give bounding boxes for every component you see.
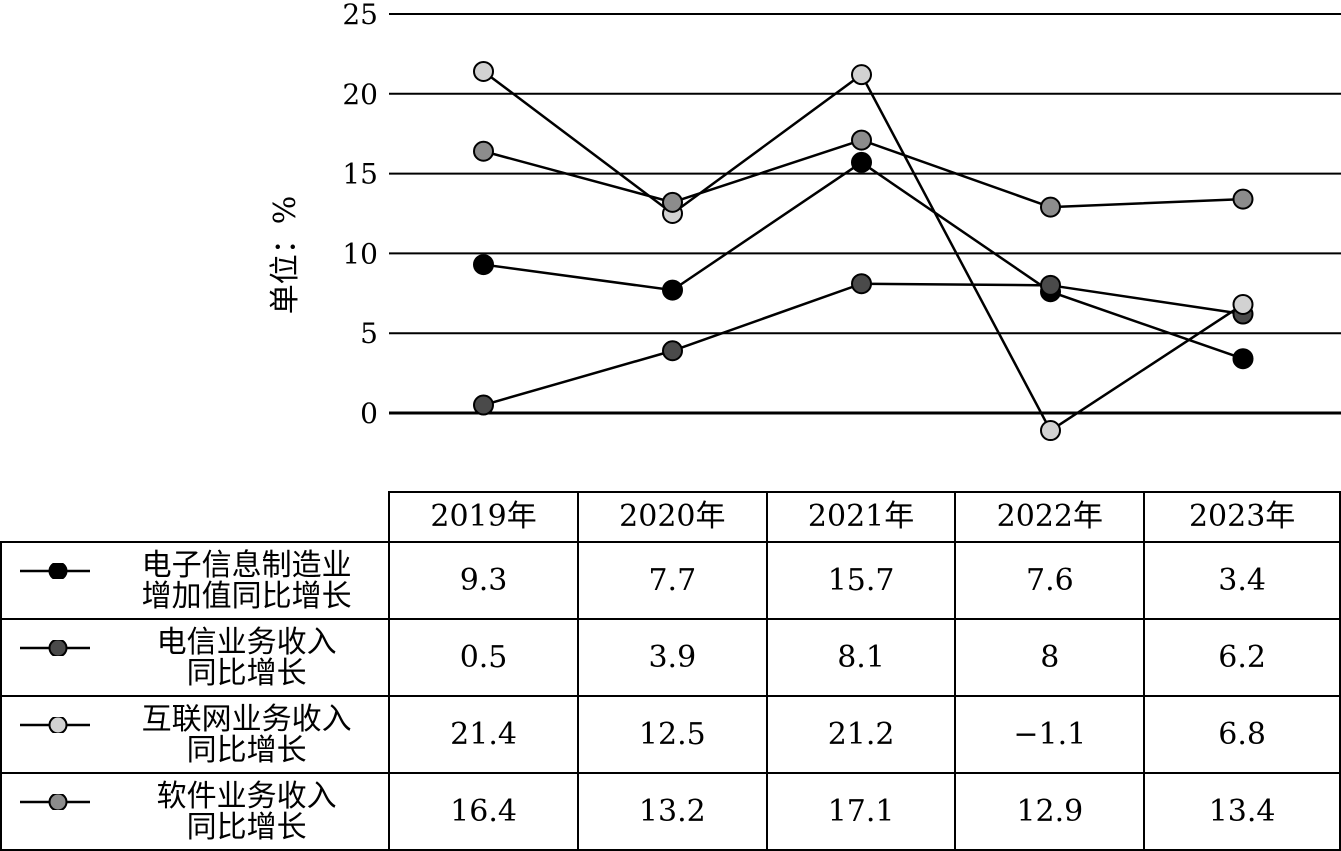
- legend-entry: 电信业务收入 同比增长: [0, 618, 391, 697]
- series-line: [483, 160, 1244, 360]
- table-cell: 8.1: [765, 618, 957, 697]
- year-header: 2023年: [1143, 491, 1341, 543]
- legend-label: 电信业务收入 同比增长: [156, 624, 337, 691]
- legend-marker-icon: [20, 639, 90, 656]
- series-points: [473, 60, 1254, 442]
- legend-marker-icon: [20, 793, 90, 810]
- data-point: [473, 140, 494, 162]
- legend-label: 互联网业务收入 同比增长: [141, 701, 352, 768]
- year-header: 2022年: [954, 491, 1146, 543]
- y-tick-label: 0: [360, 397, 378, 430]
- table-header-row: 2019年 2020年 2021年 2022年 2023年: [1, 491, 1341, 543]
- table-row: 电子信息制造业 增加值同比增长 9.3 7.7 15.7 7.6 3.4: [0, 541, 1341, 620]
- data-point: [1040, 420, 1061, 442]
- legend-marker-icon: [20, 562, 90, 579]
- table-cell: 7.6: [954, 541, 1146, 620]
- data-point: [473, 60, 494, 82]
- data-table: 2019年 2020年 2021年 2022年 2023年 电子信息制造业 增加…: [0, 491, 1341, 851]
- data-point: [851, 129, 872, 151]
- data-point: [1232, 348, 1254, 370]
- data-point: [1232, 188, 1254, 210]
- table-row: 互联网业务收入 同比增长 21.4 12.5 21.2 −1.1 6.8: [0, 695, 1341, 774]
- series-line: [483, 282, 1244, 407]
- table-cell: 13.2: [576, 772, 768, 851]
- legend-entry: 软件业务收入 同比增长: [0, 772, 391, 851]
- series-lines: [482, 70, 1244, 433]
- legend-marker-icon: [20, 716, 90, 733]
- table-corner: [1, 492, 391, 543]
- data-point: [662, 191, 683, 213]
- table-cell: 8: [954, 618, 1146, 697]
- y-tick-label: 5: [360, 317, 378, 350]
- data-point: [1040, 196, 1061, 218]
- y-tick-label: 25: [342, 0, 378, 31]
- year-header: 2020年: [576, 491, 768, 543]
- table-cell: 17.1: [765, 772, 957, 851]
- data-point: [1232, 293, 1254, 315]
- legend-entry: 电子信息制造业 增加值同比增长: [0, 541, 391, 620]
- table-cell: −1.1: [954, 695, 1146, 774]
- table-cell: 12.9: [954, 772, 1146, 851]
- line-chart: 25 20 15 10 5 0 单位：%: [268, 0, 1341, 442]
- data-point: [473, 254, 494, 276]
- series-line: [482, 70, 1244, 433]
- legend-entry: 互联网业务收入 同比增长: [0, 695, 391, 774]
- table-cell: 21.4: [388, 695, 579, 774]
- table-cell: 16.4: [388, 772, 579, 851]
- year-header: 2021年: [765, 491, 957, 543]
- data-point: [1040, 274, 1061, 296]
- table-cell: 6.2: [1143, 618, 1341, 697]
- table-cell: 0.5: [388, 618, 579, 697]
- data-point: [851, 64, 872, 86]
- data-point: [662, 340, 683, 362]
- legend-label: 软件业务收入 同比增长: [156, 778, 337, 845]
- data-point: [851, 273, 872, 295]
- legend-label: 电子信息制造业 增加值同比增长: [141, 547, 352, 614]
- table-cell: 6.8: [1143, 695, 1341, 774]
- y-tick-label: 15: [342, 158, 378, 191]
- data-point: [662, 279, 683, 301]
- year-header: 2019年: [388, 491, 579, 543]
- table-cell: 3.9: [576, 618, 768, 697]
- table-cell: 12.5: [576, 695, 768, 774]
- data-point: [851, 151, 872, 173]
- table-row: 电信业务收入 同比增长 0.5 3.9 8.1 8 6.2: [0, 618, 1341, 697]
- table-cell: 21.2: [765, 695, 957, 774]
- table-cell: 15.7: [765, 541, 957, 620]
- y-tick-label: 10: [342, 237, 378, 270]
- table-cell: 13.4: [1143, 772, 1341, 851]
- data-point: [473, 394, 494, 416]
- table-row: 软件业务收入 同比增长 16.4 13.2 17.1 12.9 13.4: [0, 772, 1341, 851]
- table-cell: 3.4: [1143, 541, 1341, 620]
- table-cell: 7.7: [576, 541, 768, 620]
- table-cell: 9.3: [388, 541, 579, 620]
- y-tick-label: 20: [342, 78, 378, 111]
- y-axis-label: 单位：%: [268, 196, 303, 315]
